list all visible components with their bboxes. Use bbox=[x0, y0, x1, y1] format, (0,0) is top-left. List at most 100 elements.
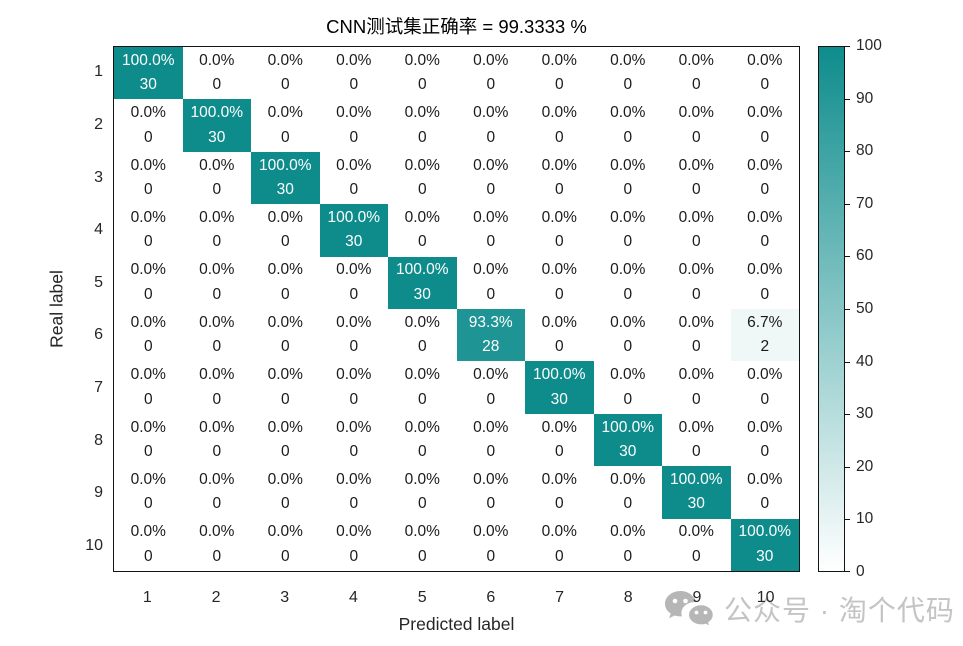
cell-count: 0 bbox=[554, 76, 564, 94]
chart-title: CNN测试集正确率 = 99.3333 % bbox=[326, 16, 587, 37]
cell-count: 0 bbox=[760, 233, 770, 251]
cell-count: 0 bbox=[417, 390, 427, 408]
cell-percent: 0.0% bbox=[404, 470, 440, 488]
cell-percent: 0.0% bbox=[473, 208, 509, 226]
cell-percent: 0.0% bbox=[336, 156, 372, 174]
cell-count: 0 bbox=[143, 233, 153, 251]
cell-percent: 93.3% bbox=[468, 313, 513, 331]
cell-count: 0 bbox=[760, 76, 770, 94]
cell-count: 2 bbox=[760, 338, 770, 356]
cell-percent: 0.0% bbox=[336, 313, 372, 331]
cell-count: 30 bbox=[276, 180, 294, 198]
cell-percent: 0.0% bbox=[404, 51, 440, 69]
cell-count: 0 bbox=[143, 390, 153, 408]
cell-count: 0 bbox=[280, 76, 290, 94]
cell-count: 0 bbox=[212, 76, 222, 94]
cell-count: 0 bbox=[554, 442, 564, 460]
cell-count: 0 bbox=[280, 285, 290, 303]
cell-percent: 0.0% bbox=[747, 470, 783, 488]
cell-count: 0 bbox=[417, 547, 427, 565]
matrix-cell: 0.0% 0 bbox=[251, 256, 320, 309]
cell-count: 0 bbox=[486, 128, 496, 146]
cell-count: 0 bbox=[623, 233, 633, 251]
matrix-cell: 0.0% 0 bbox=[525, 256, 594, 309]
matrix-cell: 0.0% 0 bbox=[319, 47, 388, 100]
matrix-cell: 0.0% 0 bbox=[593, 99, 662, 152]
cell-count: 0 bbox=[280, 390, 290, 408]
cell-percent: 0.0% bbox=[404, 523, 440, 541]
matrix-cell: 6.7% 2 bbox=[730, 309, 799, 362]
colorbar bbox=[818, 46, 845, 572]
cell-count: 0 bbox=[349, 128, 359, 146]
matrix-cell: 0.0% 0 bbox=[662, 413, 731, 467]
cell-percent: 0.0% bbox=[473, 523, 509, 541]
cell-percent: 0.0% bbox=[678, 104, 714, 122]
matrix-cell: 0.0% 0 bbox=[662, 256, 731, 309]
cell-percent: 100.0% bbox=[190, 104, 244, 122]
colorbar-tick-label: 40 bbox=[856, 352, 874, 370]
matrix-cell: 0.0% 0 bbox=[319, 413, 388, 467]
matrix-cell: 0.0% 0 bbox=[319, 518, 388, 571]
matrix-cell: 0.0% 0 bbox=[319, 151, 388, 205]
colorbar-tick bbox=[845, 309, 850, 310]
matrix-cell: 0.0% 0 bbox=[114, 151, 183, 205]
matrix-cell: 0.0% 0 bbox=[114, 413, 183, 467]
cell-percent: 0.0% bbox=[199, 261, 235, 279]
cell-percent: 0.0% bbox=[747, 104, 783, 122]
cell-count: 0 bbox=[143, 442, 153, 460]
matrix-cell: 0.0% 0 bbox=[388, 518, 457, 571]
cell-count: 0 bbox=[280, 128, 290, 146]
cell-percent: 100.0% bbox=[669, 470, 723, 488]
cell-count: 0 bbox=[760, 128, 770, 146]
cell-count: 0 bbox=[143, 547, 153, 565]
matrix-cell: 0.0% 0 bbox=[388, 151, 457, 205]
matrix-cell: 0.0% 0 bbox=[114, 518, 183, 571]
matrix-cell: 0.0% 0 bbox=[251, 47, 320, 100]
cell-percent: 0.0% bbox=[678, 523, 714, 541]
cell-percent: 0.0% bbox=[404, 313, 440, 331]
colorbar-tick-label: 20 bbox=[856, 457, 874, 475]
cell-count: 0 bbox=[212, 285, 222, 303]
colorbar-tick-label: 30 bbox=[856, 405, 874, 423]
matrix-cell: 0.0% 0 bbox=[593, 361, 662, 414]
cell-percent: 0.0% bbox=[541, 313, 577, 331]
cell-count: 0 bbox=[212, 233, 222, 251]
cell-percent: 0.0% bbox=[336, 523, 372, 541]
matrix-cell: 0.0% 0 bbox=[251, 466, 320, 519]
cell-count: 0 bbox=[623, 76, 633, 94]
cell-percent: 0.0% bbox=[199, 523, 235, 541]
matrix-cell: 0.0% 0 bbox=[730, 151, 799, 205]
cell-percent: 0.0% bbox=[678, 261, 714, 279]
matrix-cell: 0.0% 0 bbox=[114, 256, 183, 309]
colorbar-tick-label: 10 bbox=[856, 510, 874, 528]
cell-percent: 0.0% bbox=[130, 208, 166, 226]
wechat-icon bbox=[665, 591, 715, 628]
matrix-cell: 0.0% 0 bbox=[319, 361, 388, 414]
cell-percent: 0.0% bbox=[336, 366, 372, 384]
cell-count: 0 bbox=[212, 180, 222, 198]
cell-percent: 0.0% bbox=[267, 366, 303, 384]
cell-count: 0 bbox=[691, 285, 701, 303]
cell-count: 0 bbox=[760, 285, 770, 303]
matrix-cell: 0.0% 0 bbox=[456, 518, 525, 571]
cell-count: 0 bbox=[212, 338, 222, 356]
colorbar-tick bbox=[845, 361, 850, 363]
cell-percent: 0.0% bbox=[404, 156, 440, 174]
cell-count: 0 bbox=[691, 338, 701, 356]
cell-count: 0 bbox=[417, 180, 427, 198]
cell-percent: 0.0% bbox=[404, 208, 440, 226]
matrix-cell: 100.0% 30 bbox=[114, 47, 183, 100]
matrix-cell: 0.0% 0 bbox=[388, 466, 457, 519]
matrix-cell: 0.0% 0 bbox=[662, 151, 731, 205]
cell-count: 0 bbox=[212, 495, 222, 513]
cell-count: 0 bbox=[486, 76, 496, 94]
cell-percent: 0.0% bbox=[678, 51, 714, 69]
colorbar-tick-label: 60 bbox=[856, 247, 874, 265]
cell-percent: 0.0% bbox=[541, 470, 577, 488]
cell-percent: 0.0% bbox=[267, 104, 303, 122]
matrix-cell: 0.0% 0 bbox=[251, 309, 320, 362]
cell-percent: 0.0% bbox=[473, 156, 509, 174]
matrix-cell: 0.0% 0 bbox=[388, 309, 457, 362]
cell-percent: 0.0% bbox=[199, 366, 235, 384]
cell-percent: 0.0% bbox=[130, 261, 166, 279]
